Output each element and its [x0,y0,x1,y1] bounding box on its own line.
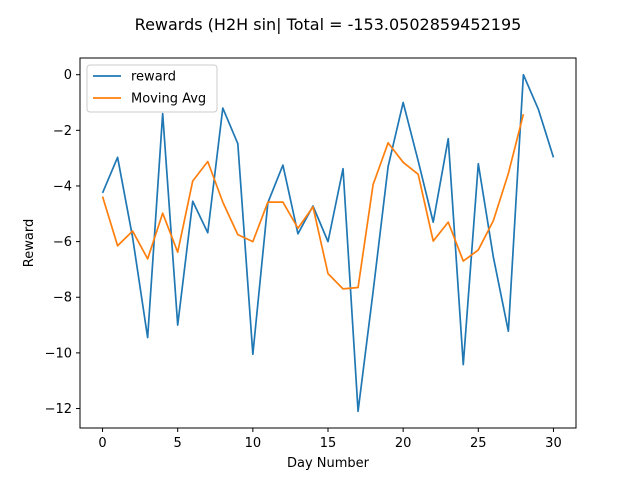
x-tick-label: 25 [470,436,487,451]
x-tick-label: 20 [395,436,412,451]
x-axis-ticks: 0 5 10 15 20 25 30 [98,428,562,451]
x-axis-label: Day Number [287,456,370,471]
y-tick-label: −4 [53,179,72,194]
x-tick-label: 0 [98,436,106,451]
y-tick-label: −6 [53,235,72,250]
y-tick-label: −2 [53,124,72,139]
legend-label-moving-avg: Moving Avg [131,92,206,107]
series-layer [101,73,555,413]
x-tick-label: 30 [545,436,562,451]
legend: reward Moving Avg [86,64,218,113]
y-tick-label: 0 [64,68,72,83]
series-line-reward [101,73,555,413]
chart-title: Rewards (H2H sin| Total = -153.050285945… [135,15,522,34]
legend-label-reward: reward [131,70,176,85]
y-axis-label: Reward [22,219,37,267]
y-tick-label: −10 [45,346,72,361]
plot-area: 0 5 10 15 20 25 30 0 −2 −4 −6 −8 −10 −12 [45,57,577,451]
x-tick-label: 10 [245,436,262,451]
series-line-moving-avg [101,113,525,290]
y-tick-label: −12 [45,402,72,417]
x-tick-label: 5 [174,436,182,451]
y-axis-ticks: 0 −2 −4 −6 −8 −10 −12 [45,68,80,417]
y-tick-label: −8 [53,291,72,306]
x-tick-label: 15 [320,436,337,451]
